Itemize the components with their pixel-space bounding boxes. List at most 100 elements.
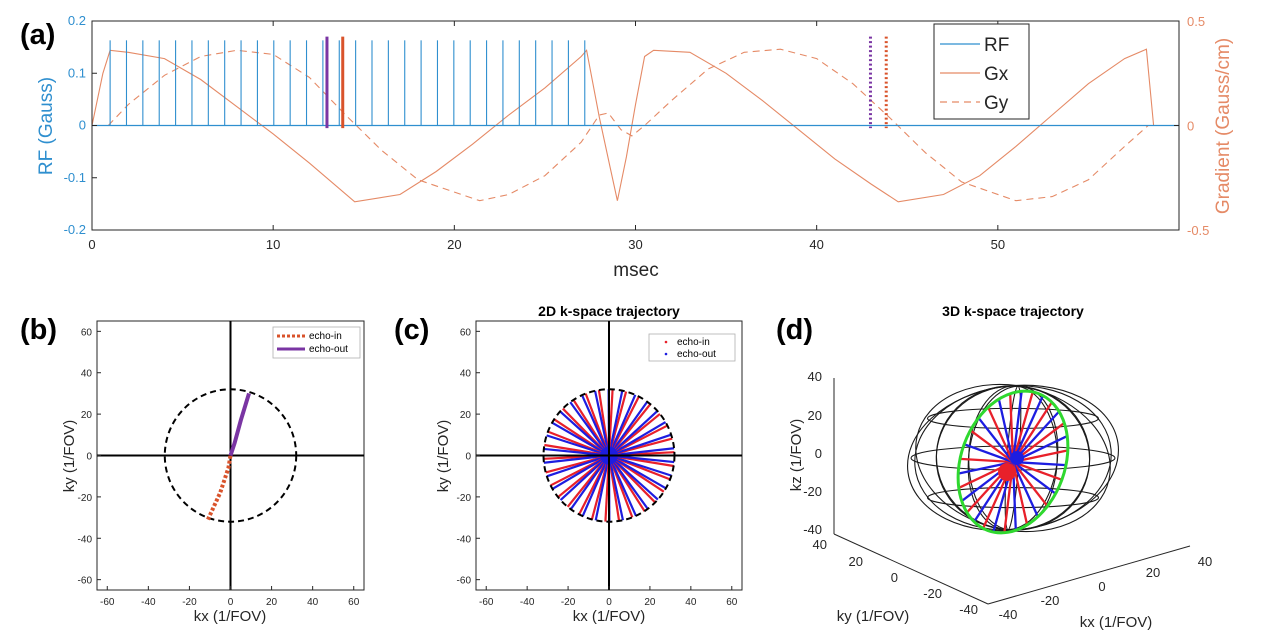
- disk-spoke: [1011, 391, 1034, 463]
- sphere-latitude: [926, 407, 1100, 429]
- highlight-ring-d: [956, 389, 1070, 535]
- legend-echo-out-swatch-c: [664, 352, 668, 356]
- kx-tick-20: 20: [1146, 565, 1160, 580]
- x-tick-label-b: -20: [182, 597, 197, 608]
- legend-echo-in-label-b: echo-in: [309, 331, 342, 342]
- legend-gx-label: Gx: [984, 64, 1009, 85]
- y-axis-label-left: RF (Gauss): [36, 77, 57, 175]
- kx-tick-40: 40: [1198, 554, 1212, 569]
- y-tick-label-b: 60: [81, 327, 93, 338]
- spoke-echo-out: [593, 390, 611, 456]
- x-axis-label-b: kx (1/FOV): [194, 608, 267, 625]
- spoke-echo-out: [608, 454, 672, 477]
- center-dense-blue-d: [1010, 451, 1024, 465]
- spoke-echo-out: [559, 410, 610, 457]
- center-dense-red-d: [998, 463, 1016, 481]
- spoke-echo-out: [608, 401, 649, 457]
- ky-tick-0: 0: [891, 570, 898, 585]
- echo-in-trajectory-b: [206, 455, 233, 521]
- y-tick-label-c: -20: [457, 493, 472, 504]
- ky-tick-40: 40: [813, 537, 827, 552]
- x-tick-label-b: -60: [100, 597, 115, 608]
- y-axis-label-c: ky (1/FOV): [435, 420, 452, 493]
- sphere-latitude: [926, 487, 1100, 509]
- kx-axis-label-d: kx (1/FOV): [1080, 614, 1153, 631]
- y-tick-label-c: 40: [460, 369, 472, 380]
- disk-spoke: [1011, 395, 1044, 463]
- kx-tick-m20: -20: [1041, 593, 1060, 608]
- chart-title-c: 2D k-space trajectory: [538, 303, 680, 319]
- spoke-echo-out: [608, 454, 659, 501]
- legend-echo-out-label-b: echo-out: [309, 344, 348, 355]
- trajectory-b: [97, 321, 364, 590]
- y-tick-label-b: 20: [81, 410, 93, 421]
- spoke-echo-out: [608, 421, 667, 457]
- panel-label-c: (c): [394, 314, 429, 346]
- ky-axis-line: [833, 533, 989, 605]
- y-tick-label-b: -20: [78, 493, 93, 504]
- spoke-echo-out: [551, 421, 610, 457]
- disk-spoke: [977, 417, 1014, 463]
- kspace-circle-b: [163, 388, 298, 523]
- spoke-echo-out: [581, 455, 611, 517]
- y-axis-label-b: ky (1/FOV): [61, 420, 78, 493]
- y-axis-label-right: Gradient (Gauss/cm): [1213, 38, 1234, 214]
- x-tick-label-b: 60: [348, 597, 360, 608]
- echo-markers: [325, 36, 888, 129]
- legend-box-c: [648, 333, 736, 362]
- disk-spoke: [969, 429, 1014, 463]
- echo-out-trajectory-b: [228, 392, 251, 457]
- disk-spoke: [1011, 391, 1023, 463]
- spoke-echo-out: [543, 454, 610, 464]
- z-tick-m20: -20: [803, 484, 822, 499]
- ticks-c: -60 -40 -20 0 20 40 60 60 40 20 0 -20 -40 -60: [457, 327, 738, 608]
- disk-spoke: [1012, 461, 1057, 495]
- legend-box-a: [933, 23, 1030, 120]
- ky-axis-label-d: ky (1/FOV): [837, 608, 910, 625]
- y-tick-label-right: 0: [1187, 119, 1194, 134]
- spoke-echo-out: [607, 394, 637, 456]
- spoke-echo-out: [607, 455, 625, 521]
- disk-spoke: [963, 443, 1014, 464]
- x-axis-label-a: msec: [613, 260, 658, 281]
- chart-a: 0 10 20 30 40 500.20.10-0.1-0.20.50-0.5 msec …: [36, 13, 1234, 281]
- disk-spoke: [959, 457, 1014, 464]
- ky-tick-20: 20: [849, 554, 863, 569]
- spoke-echo-out: [581, 394, 611, 456]
- z-tick-40: 40: [808, 369, 822, 384]
- y-tick-label-left: 0.1: [68, 65, 86, 80]
- x-tick-label-b: 0: [228, 597, 234, 608]
- spoke-echo-out: [608, 433, 672, 457]
- y-tick-label-b: -40: [78, 534, 93, 545]
- legend-c: echo-in echo-out: [648, 333, 736, 362]
- x-tick-label-a: 0: [88, 237, 95, 252]
- spoke-echo-out: [543, 447, 610, 457]
- spoke-echo-out: [608, 454, 667, 490]
- panel-label-b: (b): [20, 314, 57, 346]
- y-tick-label-left: -0.1: [64, 170, 86, 185]
- legend-gy-label: Gy: [984, 93, 1009, 114]
- spoke-echo-out: [546, 434, 610, 457]
- y-tick-label-b: 0: [86, 452, 92, 463]
- legend-rf-label: RF: [984, 35, 1009, 56]
- x-tick-label-c: 20: [644, 597, 656, 608]
- disk-spoke: [987, 406, 1015, 463]
- chart-b: -60 -40 -20 0 20 40 60 60 40 20 0 -20 -40 -60 kx (1/F…: [61, 320, 365, 625]
- spoke-echo-out: [607, 390, 624, 456]
- spoke-echo-out: [569, 401, 610, 457]
- axes-3d: 40 20 0 -20 -40 kz (1/FOV) 40 20 0 -20 -…: [788, 369, 1212, 631]
- spoke-echo-out: [608, 454, 649, 510]
- y-tick-label-right: -0.5: [1187, 223, 1209, 238]
- gx-waveform: [91, 48, 1155, 203]
- y-tick-label-c: 20: [460, 410, 472, 421]
- kx-tick-0: 0: [1098, 579, 1105, 594]
- ticks-a: 0 10 20 30 40 50 0.2 0.1 0 -0.1 -0.2 0.5 0 -0.5: [64, 13, 1210, 252]
- x-tick-label-c: 40: [685, 597, 697, 608]
- chart-d: 3D k-space trajectory 40 20 0 -20 -40 kz…: [788, 303, 1212, 631]
- x-tick-label-a: 50: [991, 237, 1005, 252]
- y-tick-label-right: 0.5: [1187, 14, 1205, 29]
- panel-label-a: (a): [20, 19, 55, 51]
- y-tick-label-left: 0.2: [68, 13, 86, 28]
- x-tick-label-b: 20: [266, 597, 278, 608]
